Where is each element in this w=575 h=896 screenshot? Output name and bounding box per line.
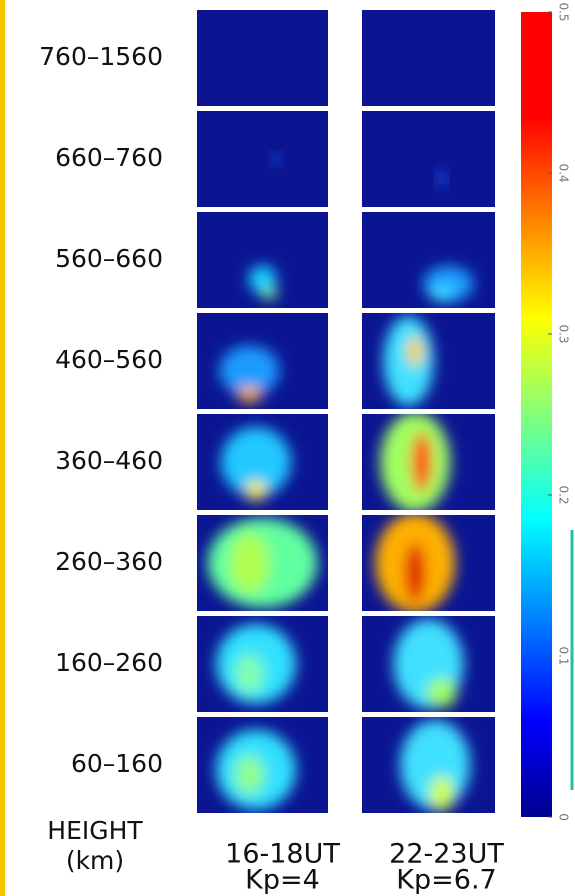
panel-blobs [271,154,280,164]
column-time: 16-18UT [225,839,340,870]
panel [362,515,495,611]
panel [197,717,328,813]
panel-bg [197,111,328,207]
panel-blobs [248,265,278,300]
blob [237,386,262,403]
row-label: 160–260 [55,648,163,677]
blob [429,285,454,302]
panel [197,616,328,712]
panel [362,111,495,207]
column-time: 22-23UT [389,839,504,870]
panel [362,313,495,409]
column-kp: Kp=6.7 [396,865,496,896]
colorbar-tick-label: 0.3 [557,324,571,343]
axis-label: HEIGHT [47,816,143,845]
panel [362,717,495,813]
panel-blobs [380,414,451,510]
row-label: 460–560 [55,345,163,374]
panel [197,515,328,611]
panel-blobs [215,729,296,810]
panel-blobs [219,345,280,403]
panel-blobs [215,624,296,704]
blob [405,542,426,603]
blob [411,432,432,492]
blob [229,533,270,593]
panel [197,313,328,409]
row-label: 260–360 [55,547,163,576]
panel-blobs [400,720,471,812]
row-label: 560–660 [55,244,163,273]
panel [197,212,328,308]
panel-blobs [423,266,474,302]
panel [362,212,495,308]
row-label: 660–760 [55,143,163,172]
panel-bg [362,10,495,106]
panel-blobs [437,170,446,187]
blob [220,427,291,497]
panel [362,10,495,106]
panel [362,616,495,712]
axis-label: (km) [66,846,124,875]
row-label: 760–1560 [39,42,163,71]
colorbar-tick-label: 0 [557,813,571,821]
column-kp: Kp=4 [245,865,320,896]
panel-blobs [375,515,456,611]
row-label: 360–460 [55,446,163,475]
panel [197,414,328,510]
colorbar-tick-label: 0.4 [557,163,571,182]
blob [234,653,265,694]
colorbar-tick-label: 0.5 [557,2,571,21]
panel-blobs [207,518,318,608]
blob [429,775,454,812]
row-label: 60–160 [71,749,163,778]
panel-blobs [393,619,464,709]
blob [271,154,280,164]
panel [197,111,328,207]
side-bar [0,0,5,896]
panel-blobs [220,427,291,501]
colorbar [521,12,552,817]
panel [362,414,495,510]
panel-bg [362,111,495,207]
panel [197,10,328,106]
blob [407,336,424,367]
blob [437,170,446,187]
panel-blobs [383,316,434,406]
blob [248,265,277,294]
blob [383,316,434,406]
blob [261,287,278,300]
blob [219,345,280,396]
panel-bg [197,10,328,106]
blob [245,480,266,501]
colorbar-tick-label: 0.2 [557,485,571,504]
blob [234,754,265,795]
colorbar-tick-label: 0.1 [557,646,571,665]
blob [426,677,457,708]
